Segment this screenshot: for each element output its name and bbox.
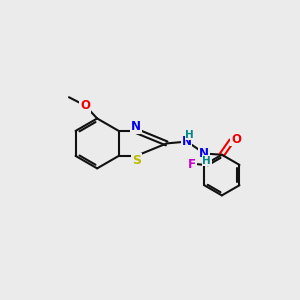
Text: O: O xyxy=(80,99,90,112)
Text: N: N xyxy=(199,147,209,160)
Text: O: O xyxy=(231,133,241,146)
Text: N: N xyxy=(182,135,191,148)
Text: H: H xyxy=(185,130,194,140)
Text: H: H xyxy=(202,155,211,166)
Text: S: S xyxy=(132,154,141,167)
Text: N: N xyxy=(131,120,141,133)
Text: F: F xyxy=(188,158,196,171)
